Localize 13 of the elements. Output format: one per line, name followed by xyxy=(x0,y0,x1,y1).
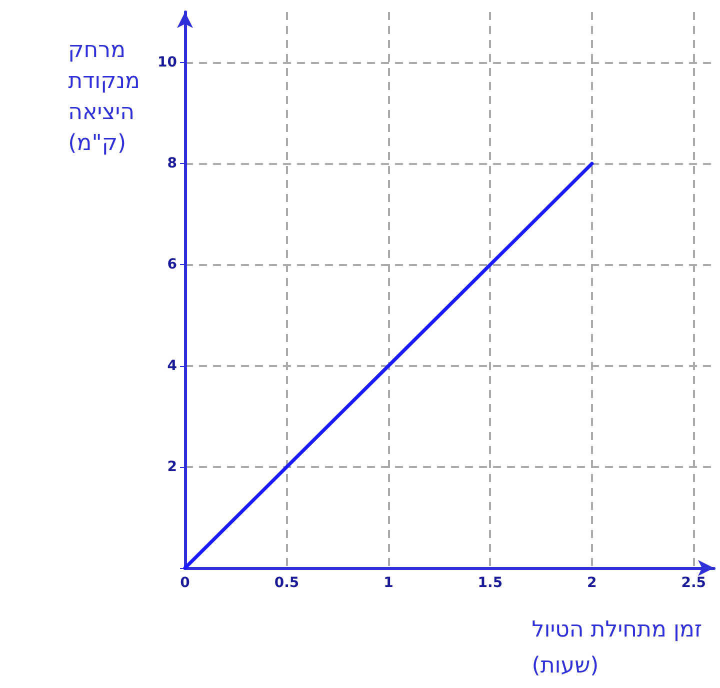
y-axis-title: מרחק מנקודת היציאה (ק"מ) xyxy=(68,38,140,156)
y-tick-label: 8 xyxy=(167,156,177,172)
y-tick-label: 2 xyxy=(167,458,177,475)
x-tick-label: 1.5 xyxy=(478,575,503,591)
y-tick-label: 6 xyxy=(167,256,177,273)
x-tick-label: 2.5 xyxy=(681,575,706,591)
x-tick-label: 2 xyxy=(587,575,597,591)
x-tick-label: 0 xyxy=(180,575,190,591)
x-tick-label: 0.5 xyxy=(274,575,300,591)
y-tick-label: 10 xyxy=(158,54,178,71)
x-tick-label: 1 xyxy=(384,575,394,591)
x-axis-title: זמן מתחילת הטיול (שעות) xyxy=(532,618,702,678)
y-tick-label: 4 xyxy=(167,358,178,374)
